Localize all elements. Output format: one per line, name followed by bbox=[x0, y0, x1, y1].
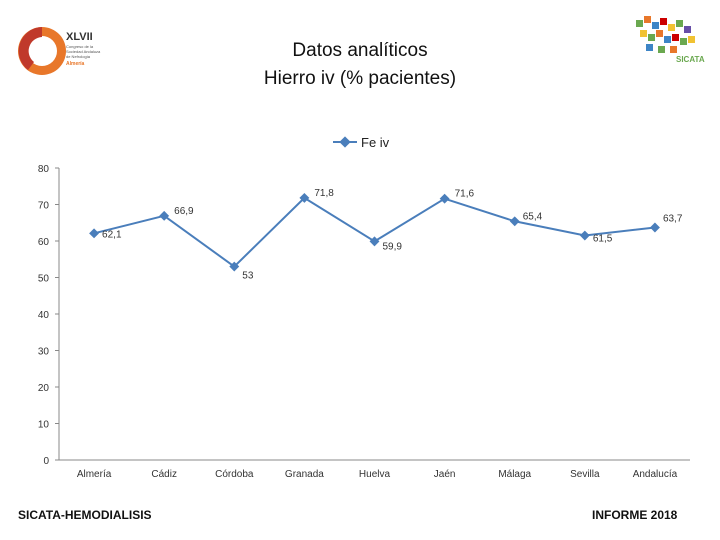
x-tick-label: Granada bbox=[285, 469, 324, 480]
svg-text:Congreso de la: Congreso de la bbox=[66, 44, 94, 49]
y-tick-label: 60 bbox=[38, 237, 50, 248]
y-tick-label: 10 bbox=[38, 420, 50, 431]
svg-text:de Nefrología: de Nefrología bbox=[66, 54, 91, 59]
data-label: 71,8 bbox=[314, 188, 334, 199]
data-point bbox=[369, 236, 380, 247]
x-tick-label: Cádiz bbox=[151, 469, 177, 480]
data-point bbox=[509, 216, 520, 227]
svg-text:Sociedad Andaluza: Sociedad Andaluza bbox=[66, 49, 101, 54]
chart-title-line1: Datos analíticos bbox=[292, 40, 428, 61]
y-tick-label: 50 bbox=[38, 274, 50, 285]
y-tick-label: 30 bbox=[38, 347, 50, 358]
data-point bbox=[649, 222, 660, 233]
chart-legend: Fe iv bbox=[333, 135, 390, 150]
x-tick-label: Málaga bbox=[498, 469, 531, 480]
data-label: 63,7 bbox=[663, 213, 683, 224]
data-point bbox=[439, 193, 450, 204]
svg-text:Almería: Almería bbox=[66, 61, 85, 67]
data-point bbox=[159, 210, 170, 221]
svg-text:SICATA: SICATA bbox=[676, 55, 705, 64]
x-tick-label: Jaén bbox=[434, 469, 456, 480]
x-tick-label: Almería bbox=[77, 469, 112, 480]
data-label: 66,9 bbox=[174, 206, 194, 217]
data-label: 65,4 bbox=[523, 211, 543, 222]
y-tick-label: 80 bbox=[38, 164, 50, 175]
x-tick-label: Andalucía bbox=[633, 469, 678, 480]
data-label: 61,5 bbox=[593, 234, 613, 245]
legend-label: Fe iv bbox=[361, 135, 390, 150]
data-point bbox=[299, 192, 310, 203]
data-point bbox=[229, 261, 240, 272]
x-tick-label: Sevilla bbox=[570, 469, 600, 480]
data-label: 71,6 bbox=[455, 189, 475, 200]
x-tick-label: Huelva bbox=[359, 469, 391, 480]
data-label: 59,9 bbox=[383, 241, 403, 252]
footer-report: INFORME 2018 bbox=[592, 508, 678, 522]
logo-roman-numeral: XLVII bbox=[66, 31, 93, 43]
sicata-logo: SICATA bbox=[636, 16, 705, 64]
x-tick-label: Córdoba bbox=[215, 469, 254, 480]
y-tick-label: 20 bbox=[38, 383, 50, 394]
congress-logo: XLVII Congreso de la Sociedad Andaluza d… bbox=[18, 27, 101, 75]
y-tick-label: 0 bbox=[43, 456, 49, 467]
legend-marker bbox=[339, 136, 351, 148]
data-point bbox=[579, 230, 590, 241]
footer-source: SICATA-HEMODIALISIS bbox=[18, 508, 152, 522]
y-tick-label: 40 bbox=[38, 310, 50, 321]
data-point bbox=[89, 228, 100, 239]
data-label: 53 bbox=[242, 271, 254, 282]
chart-title-line2: Hierro iv (% pacientes) bbox=[263, 68, 457, 89]
y-tick-label: 70 bbox=[38, 201, 50, 212]
data-label: 62,1 bbox=[102, 229, 122, 240]
